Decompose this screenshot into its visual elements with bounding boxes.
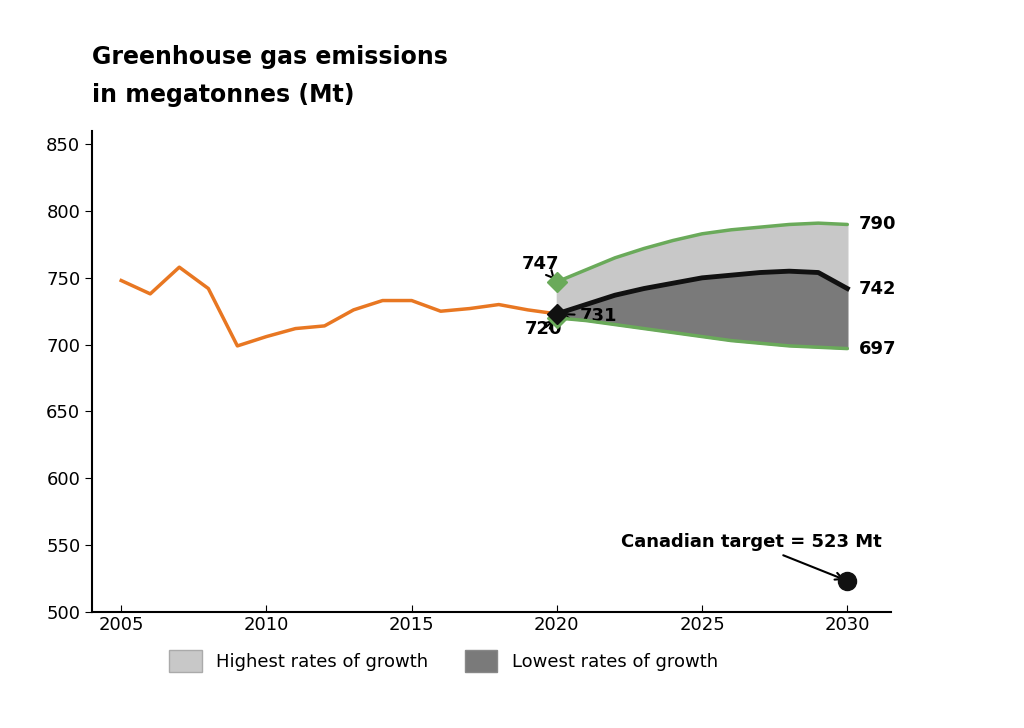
Text: 742: 742 bbox=[859, 280, 896, 298]
Text: 790: 790 bbox=[859, 215, 896, 234]
Text: 720: 720 bbox=[525, 320, 562, 338]
Text: Canadian target = 523 Mt: Canadian target = 523 Mt bbox=[621, 534, 882, 579]
Text: 747: 747 bbox=[522, 255, 559, 278]
Text: in megatonnes (Mt): in megatonnes (Mt) bbox=[92, 83, 354, 107]
Text: 697: 697 bbox=[859, 339, 896, 357]
Text: 731: 731 bbox=[562, 306, 617, 325]
Legend: Highest rates of growth, Lowest rates of growth: Highest rates of growth, Lowest rates of… bbox=[162, 643, 725, 679]
Text: Greenhouse gas emissions: Greenhouse gas emissions bbox=[92, 44, 449, 68]
